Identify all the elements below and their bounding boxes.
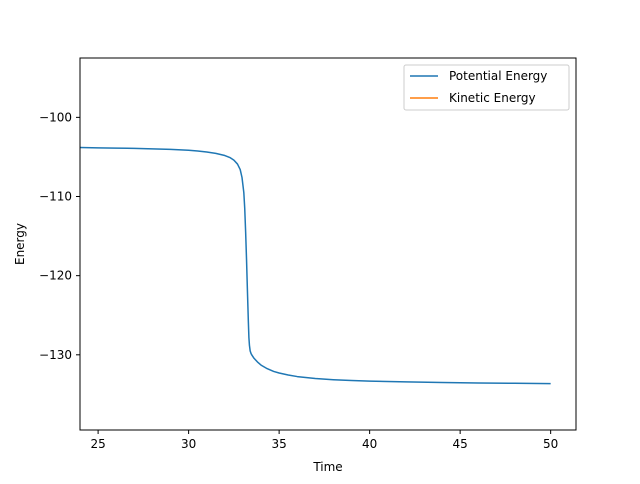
series-line-potential-energy xyxy=(79,146,551,385)
y-tick-label: −130 xyxy=(39,348,72,362)
x-tick-label: 35 xyxy=(271,437,286,451)
x-tick-label: 40 xyxy=(362,437,377,451)
series-layer xyxy=(79,146,551,385)
x-tick-label: 30 xyxy=(181,437,196,451)
x-tick-label: 25 xyxy=(90,437,105,451)
x-tick-label: 50 xyxy=(543,437,558,451)
x-axis-title: Time xyxy=(312,460,342,474)
legend-box xyxy=(403,64,570,111)
y-axis-title: Energy xyxy=(13,223,27,265)
legend-label-kinetic-energy: Kinetic Energy xyxy=(449,91,536,105)
legend-label-potential-energy: Potential Energy xyxy=(449,69,547,83)
y-tick-label: −110 xyxy=(39,190,72,204)
y-tick-label: −100 xyxy=(39,110,72,124)
y-axis-ticks: −100 −110 −120 −130 xyxy=(39,110,80,362)
plot-frame xyxy=(79,57,577,431)
y-tick-label: −120 xyxy=(39,269,72,283)
legend: Potential Energy Kinetic Energy xyxy=(403,64,570,111)
x-tick-label: 45 xyxy=(453,437,468,451)
x-axis-ticks: 25 30 35 40 45 50 xyxy=(90,430,558,451)
